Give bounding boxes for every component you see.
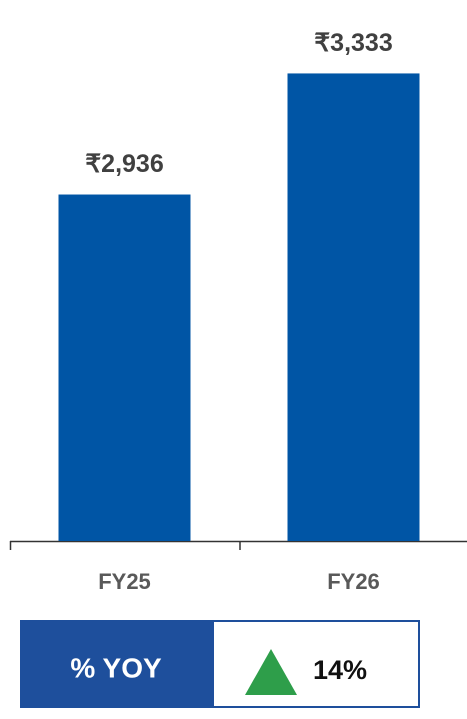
up-arrow (245, 649, 297, 695)
bar (58, 194, 191, 541)
yoy-label: % YOY (70, 652, 162, 683)
bar (287, 73, 420, 541)
yoy-value: 14% (313, 655, 367, 685)
value-label: ₹2,936 (85, 150, 163, 178)
yoy-box: % YOY 14% (20, 620, 420, 708)
yoy-label-cell (20, 620, 213, 708)
x-tick-label: FY26 (327, 569, 380, 594)
value-label: ₹3,333 (314, 29, 392, 57)
x-tick-label: FY25 (98, 569, 151, 594)
